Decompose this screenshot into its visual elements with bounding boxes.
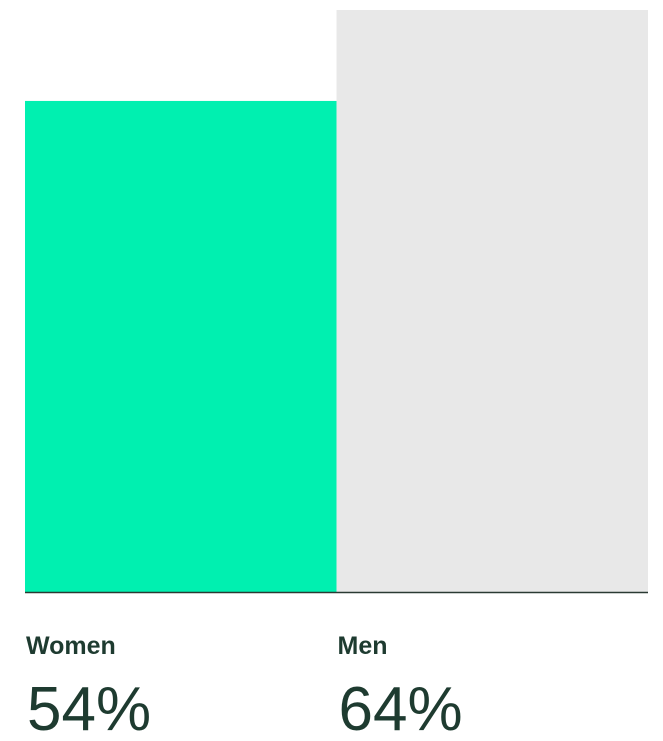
bar xyxy=(25,100,337,592)
category-label: Men xyxy=(338,632,388,660)
bar xyxy=(336,10,648,592)
value-label: 64% xyxy=(339,675,463,741)
category-label: Women xyxy=(26,632,116,660)
value-label: 54% xyxy=(27,675,151,741)
